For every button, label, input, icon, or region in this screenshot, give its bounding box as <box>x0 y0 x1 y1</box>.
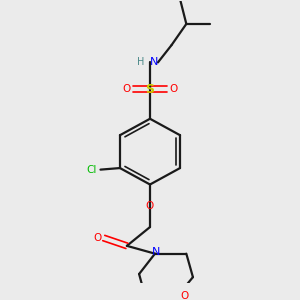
Text: O: O <box>122 84 130 94</box>
Text: Cl: Cl <box>87 165 97 175</box>
Text: H: H <box>137 57 144 68</box>
Text: O: O <box>93 233 101 243</box>
Text: N: N <box>150 57 158 68</box>
Text: O: O <box>170 84 178 94</box>
Text: S: S <box>146 82 154 95</box>
Text: O: O <box>181 291 189 300</box>
Text: N: N <box>152 247 160 257</box>
Text: O: O <box>146 201 154 211</box>
